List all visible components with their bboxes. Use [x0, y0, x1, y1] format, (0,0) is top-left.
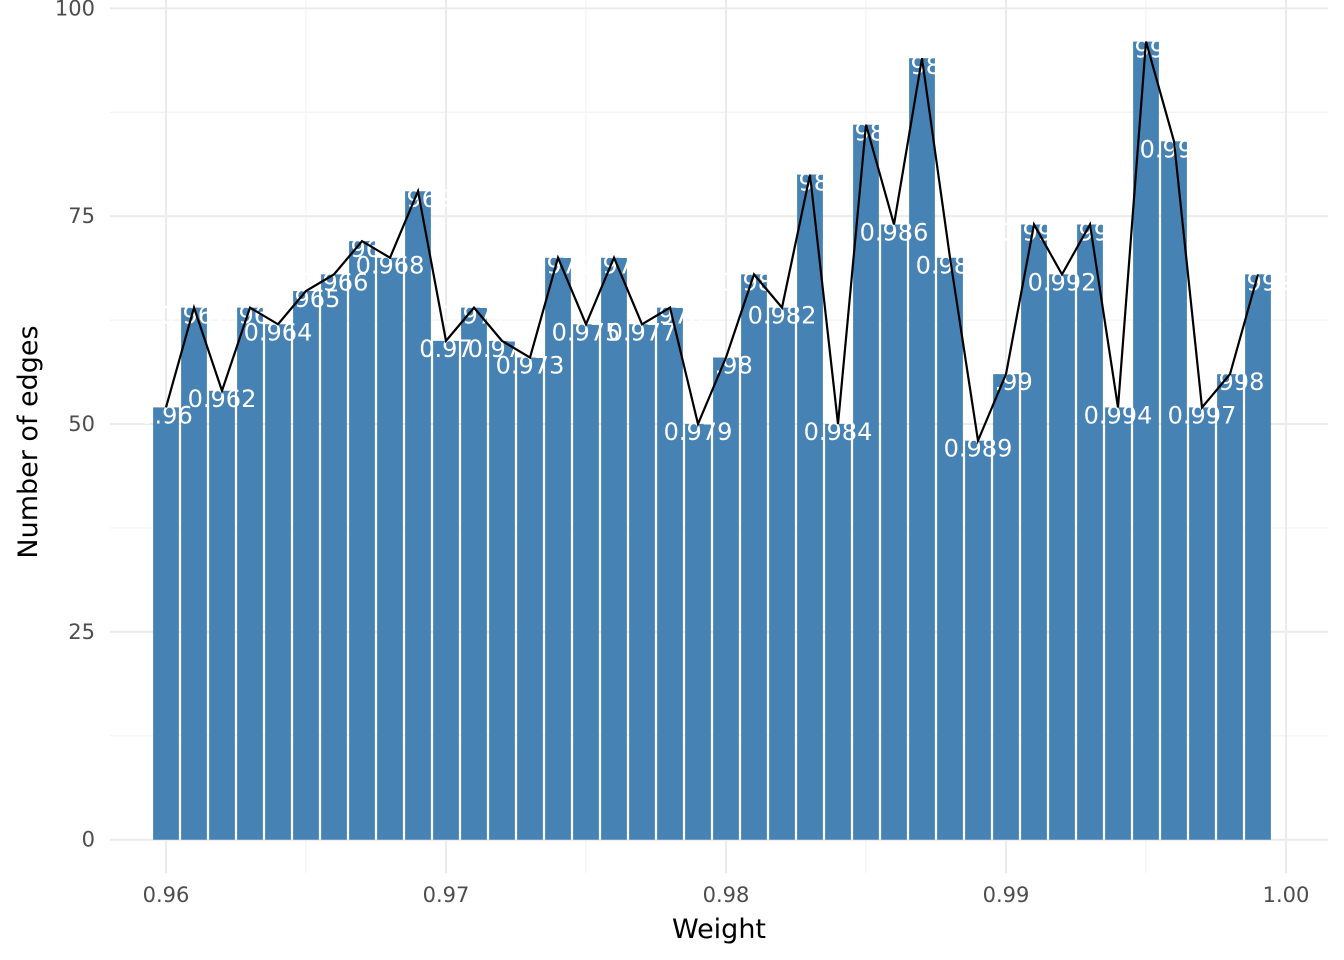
bar — [293, 291, 319, 840]
y-tick-label: 50 — [68, 412, 95, 436]
y-axis-ticks: 0 25 50 75 100 — [55, 0, 95, 852]
bar — [545, 257, 571, 840]
bar — [629, 324, 655, 840]
bar — [769, 307, 795, 840]
bar — [209, 390, 235, 840]
bar — [909, 58, 935, 840]
x-tick-label: 0.98 — [703, 883, 750, 907]
bar-value-label: 0.967 — [328, 235, 397, 263]
bar — [573, 324, 599, 840]
bar-value-label: 0.965 — [272, 285, 341, 313]
trend-line-layer — [164, 41, 1260, 445]
x-axis-title: Weight — [672, 914, 766, 945]
bar — [1245, 274, 1271, 840]
bar — [405, 191, 431, 840]
x-tick-label: 1.00 — [1263, 883, 1310, 907]
y-tick-label: 75 — [68, 204, 95, 228]
bar-value-label: 0.987 — [888, 52, 957, 80]
bar — [377, 257, 403, 840]
bar — [1077, 224, 1103, 840]
bar — [237, 307, 263, 840]
bar — [853, 124, 879, 840]
x-tick-label: 0.99 — [983, 883, 1030, 907]
bar — [517, 357, 543, 840]
y-tick-label: 0 — [82, 828, 95, 852]
bar — [1161, 141, 1187, 840]
bar — [797, 174, 823, 840]
x-axis-ticks: 0.96 0.97 0.98 0.99 1.00 — [143, 883, 1310, 907]
bars — [153, 41, 1271, 840]
bar-value-label: 0.964 — [244, 318, 313, 346]
bar — [713, 357, 739, 840]
bar — [433, 340, 459, 840]
bar-value-label: 0.981 — [720, 268, 789, 296]
bar — [265, 324, 291, 840]
bar — [965, 440, 991, 840]
bar — [1217, 374, 1243, 840]
bar — [937, 257, 963, 840]
bar — [993, 374, 1019, 840]
y-axis-title: Number of edges — [13, 325, 44, 558]
bar — [461, 307, 487, 840]
y-tick-label: 25 — [68, 620, 95, 644]
bar — [1133, 41, 1159, 840]
bar — [601, 257, 627, 840]
bar-value-label: 0.963 — [216, 302, 285, 330]
bar — [741, 274, 767, 840]
bar-value-label: 0.978 — [636, 302, 705, 330]
y-tick-label: 100 — [55, 0, 95, 20]
bar — [1021, 224, 1047, 840]
x-tick-label: 0.96 — [143, 883, 190, 907]
x-tick-label: 0.97 — [423, 883, 470, 907]
bar-value-label: 0.999 — [1224, 268, 1293, 296]
bar — [825, 424, 851, 840]
bar — [1189, 407, 1215, 840]
bar — [685, 424, 711, 840]
bar — [489, 340, 515, 840]
bar — [657, 307, 683, 840]
bar — [1049, 274, 1075, 840]
count-trend-line — [164, 41, 1260, 445]
bar — [153, 407, 179, 840]
bar — [881, 224, 907, 840]
bar — [1105, 407, 1131, 840]
bar — [349, 241, 375, 840]
bar-value-label: 0.971 — [440, 302, 509, 330]
bar — [321, 274, 347, 840]
bar — [181, 307, 207, 840]
